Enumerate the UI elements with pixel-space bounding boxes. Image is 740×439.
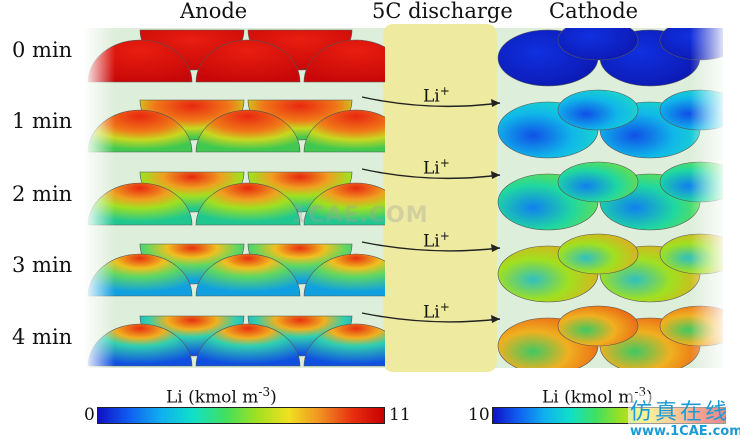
li-ion-label: Li+ (423, 84, 450, 107)
charge-superscript: + (439, 84, 450, 98)
charge-superscript: + (439, 156, 450, 170)
colorbar-label-text: Li (kmol m (166, 387, 259, 408)
li-ion-text: Li (423, 231, 440, 252)
li-ion-text: Li (423, 302, 440, 323)
brand-watermark: 仿真在线 www.1CAE.com (628, 394, 740, 439)
anode-header: Anode (180, 0, 248, 23)
li-ion-text: Li (423, 86, 440, 107)
anode-colorbar (97, 407, 385, 424)
cathode-colorbar-min: 10 (468, 405, 490, 425)
charge-superscript: + (439, 300, 450, 314)
colorbar-label-text: Li (kmol m (542, 387, 635, 408)
brand-url: www.1CAE.com (630, 424, 740, 439)
time-label: 0 min (12, 38, 73, 62)
anode-colorbar-label: Li (kmol m-3) (166, 385, 277, 408)
time-label: 4 min (12, 325, 73, 349)
brand-chinese: 仿真在线 (630, 400, 731, 425)
li-ion-text: Li (423, 158, 440, 179)
cathode-header: Cathode (549, 0, 639, 23)
anode-colorbar-max: 11 (389, 405, 411, 425)
li-ion-label: Li+ (423, 156, 450, 179)
time-label: 3 min (12, 253, 73, 277)
anode-colorbar-min: 0 (84, 405, 95, 425)
discharge-band (383, 24, 497, 372)
discharge-header: 5C discharge (372, 0, 513, 23)
watermark: 1CAE.COM (292, 203, 429, 228)
time-label: 1 min (12, 109, 73, 133)
time-label: 2 min (12, 182, 73, 206)
colorbar-label-close: ) (270, 387, 277, 408)
li-ion-label: Li+ (423, 300, 450, 323)
colorbar-exponent: -3 (634, 385, 647, 399)
charge-superscript: + (439, 229, 450, 243)
li-ion-label: Li+ (423, 229, 450, 252)
colorbar-exponent: -3 (258, 385, 271, 399)
